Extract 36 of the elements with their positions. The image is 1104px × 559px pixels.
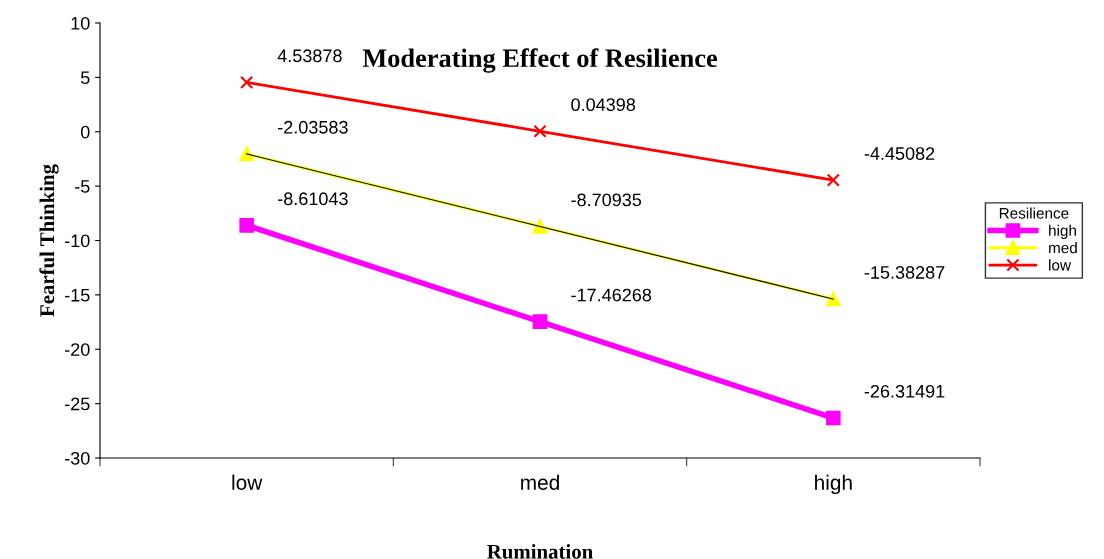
legend-label: med	[1049, 242, 1077, 254]
x-tick-label: high	[815, 474, 852, 495]
y-tick-label: -25	[64, 397, 90, 411]
data-label: 4.53878	[277, 49, 342, 63]
y-tick-label: -10	[64, 234, 90, 248]
x-tick-label: low	[232, 474, 263, 490]
y-tick-label: -20	[64, 343, 90, 356]
point	[826, 410, 841, 426]
y-tick-label: 5	[80, 71, 90, 85]
point	[826, 173, 840, 187]
y-tick-label: -30	[64, 451, 90, 465]
point	[239, 218, 254, 233]
data-label: -15.38287	[864, 266, 945, 279]
y-tick-label: -5	[75, 180, 90, 193]
data-label: -4.45082	[864, 147, 935, 160]
y-tick-label: 10	[71, 16, 90, 30]
y-tick-label: 0	[80, 125, 90, 139]
point	[826, 291, 841, 307]
point	[533, 124, 547, 138]
legend-label: high	[1049, 224, 1076, 239]
y-tick-label: -15	[64, 289, 90, 302]
data-label: -17.46268	[571, 288, 652, 302]
y-axis-title: Fearful Thinking	[39, 164, 59, 317]
text: Moderating Effect of Resilience	[362, 48, 718, 73]
legend-title: Resilience	[999, 207, 1069, 219]
data-label: -26.31491	[864, 384, 945, 398]
data-label: 0.04398	[571, 98, 636, 112]
point	[240, 75, 254, 89]
x-tick-label: med	[521, 474, 559, 490]
point	[532, 314, 548, 329]
x-axis-title: Rumination	[487, 544, 593, 559]
data-label: -8.61043	[278, 192, 348, 206]
point	[239, 146, 254, 162]
legend-label: low	[1049, 259, 1072, 271]
data-label: -2.03583	[278, 120, 348, 134]
data-label: -8.70935	[571, 193, 642, 207]
